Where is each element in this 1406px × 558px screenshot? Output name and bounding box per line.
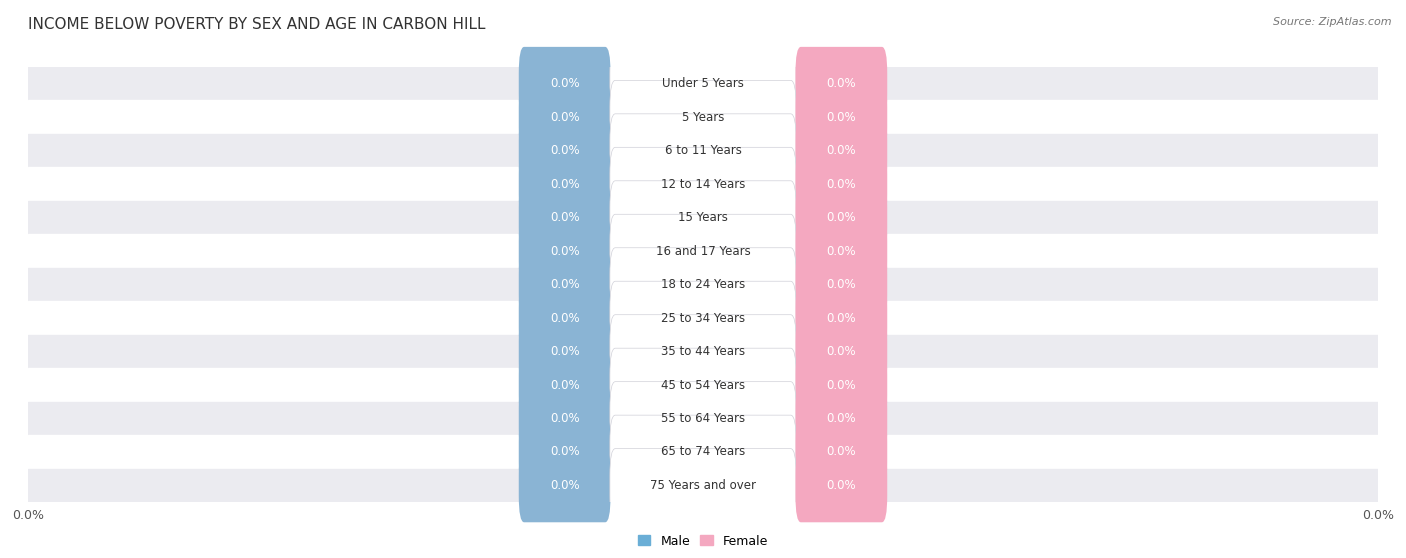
Bar	[28, 469, 1378, 502]
FancyBboxPatch shape	[610, 114, 796, 187]
Bar	[28, 201, 1378, 234]
Text: INCOME BELOW POVERTY BY SEX AND AGE IN CARBON HILL: INCOME BELOW POVERTY BY SEX AND AGE IN C…	[28, 17, 485, 32]
FancyBboxPatch shape	[610, 315, 796, 388]
FancyBboxPatch shape	[796, 80, 887, 154]
FancyBboxPatch shape	[796, 114, 887, 187]
Text: 0.0%: 0.0%	[550, 412, 579, 425]
Legend: Male, Female: Male, Female	[633, 530, 773, 552]
Bar	[28, 234, 1378, 268]
Text: 0.0%: 0.0%	[550, 177, 579, 191]
Text: 5 Years: 5 Years	[682, 110, 724, 124]
Text: 0.0%: 0.0%	[827, 479, 856, 492]
FancyBboxPatch shape	[610, 248, 796, 321]
Text: 0.0%: 0.0%	[550, 77, 579, 90]
Bar	[28, 435, 1378, 469]
Bar	[28, 268, 1378, 301]
Bar	[28, 67, 1378, 100]
FancyBboxPatch shape	[610, 281, 796, 355]
Text: 18 to 24 Years: 18 to 24 Years	[661, 278, 745, 291]
FancyBboxPatch shape	[519, 281, 610, 355]
Text: 0.0%: 0.0%	[827, 211, 856, 224]
FancyBboxPatch shape	[519, 181, 610, 254]
FancyBboxPatch shape	[519, 315, 610, 388]
FancyBboxPatch shape	[796, 382, 887, 455]
Bar	[28, 100, 1378, 134]
Text: 75 Years and over: 75 Years and over	[650, 479, 756, 492]
Text: 55 to 64 Years: 55 to 64 Years	[661, 412, 745, 425]
FancyBboxPatch shape	[796, 348, 887, 422]
Text: 0.0%: 0.0%	[550, 345, 579, 358]
FancyBboxPatch shape	[519, 449, 610, 522]
FancyBboxPatch shape	[519, 147, 610, 221]
Text: 0.0%: 0.0%	[550, 110, 579, 124]
Text: 0.0%: 0.0%	[550, 445, 579, 459]
FancyBboxPatch shape	[796, 248, 887, 321]
Text: 0.0%: 0.0%	[550, 211, 579, 224]
Text: 0.0%: 0.0%	[827, 412, 856, 425]
Text: 15 Years: 15 Years	[678, 211, 728, 224]
Text: 0.0%: 0.0%	[827, 445, 856, 459]
Text: 12 to 14 Years: 12 to 14 Years	[661, 177, 745, 191]
Bar	[28, 402, 1378, 435]
Bar	[28, 301, 1378, 335]
FancyBboxPatch shape	[519, 114, 610, 187]
FancyBboxPatch shape	[519, 214, 610, 288]
FancyBboxPatch shape	[610, 415, 796, 489]
Text: 0.0%: 0.0%	[827, 144, 856, 157]
FancyBboxPatch shape	[796, 147, 887, 221]
Bar	[28, 368, 1378, 402]
FancyBboxPatch shape	[610, 348, 796, 422]
Text: 0.0%: 0.0%	[827, 244, 856, 258]
Text: 16 and 17 Years: 16 and 17 Years	[655, 244, 751, 258]
Text: 0.0%: 0.0%	[827, 278, 856, 291]
Text: 0.0%: 0.0%	[827, 177, 856, 191]
FancyBboxPatch shape	[796, 281, 887, 355]
FancyBboxPatch shape	[610, 382, 796, 455]
Text: 65 to 74 Years: 65 to 74 Years	[661, 445, 745, 459]
Text: Under 5 Years: Under 5 Years	[662, 77, 744, 90]
Text: 0.0%: 0.0%	[827, 110, 856, 124]
FancyBboxPatch shape	[610, 449, 796, 522]
FancyBboxPatch shape	[610, 47, 796, 121]
Bar	[28, 335, 1378, 368]
Bar	[28, 167, 1378, 201]
Text: 0.0%: 0.0%	[550, 479, 579, 492]
Text: 0.0%: 0.0%	[827, 311, 856, 325]
FancyBboxPatch shape	[610, 214, 796, 288]
Text: 0.0%: 0.0%	[827, 378, 856, 392]
FancyBboxPatch shape	[519, 382, 610, 455]
Text: 0.0%: 0.0%	[827, 77, 856, 90]
Text: 0.0%: 0.0%	[550, 378, 579, 392]
FancyBboxPatch shape	[796, 214, 887, 288]
FancyBboxPatch shape	[610, 80, 796, 154]
FancyBboxPatch shape	[610, 147, 796, 221]
FancyBboxPatch shape	[519, 415, 610, 489]
FancyBboxPatch shape	[796, 449, 887, 522]
FancyBboxPatch shape	[796, 181, 887, 254]
FancyBboxPatch shape	[610, 181, 796, 254]
FancyBboxPatch shape	[519, 248, 610, 321]
FancyBboxPatch shape	[519, 348, 610, 422]
FancyBboxPatch shape	[796, 315, 887, 388]
Text: 0.0%: 0.0%	[550, 311, 579, 325]
FancyBboxPatch shape	[519, 80, 610, 154]
Text: 0.0%: 0.0%	[550, 144, 579, 157]
Text: 0.0%: 0.0%	[550, 278, 579, 291]
Text: 0.0%: 0.0%	[827, 345, 856, 358]
FancyBboxPatch shape	[796, 47, 887, 121]
Text: 0.0%: 0.0%	[550, 244, 579, 258]
FancyBboxPatch shape	[519, 47, 610, 121]
Text: 35 to 44 Years: 35 to 44 Years	[661, 345, 745, 358]
FancyBboxPatch shape	[796, 415, 887, 489]
Text: 6 to 11 Years: 6 to 11 Years	[665, 144, 741, 157]
Bar	[28, 134, 1378, 167]
Text: 45 to 54 Years: 45 to 54 Years	[661, 378, 745, 392]
Text: Source: ZipAtlas.com: Source: ZipAtlas.com	[1274, 17, 1392, 27]
Text: 25 to 34 Years: 25 to 34 Years	[661, 311, 745, 325]
